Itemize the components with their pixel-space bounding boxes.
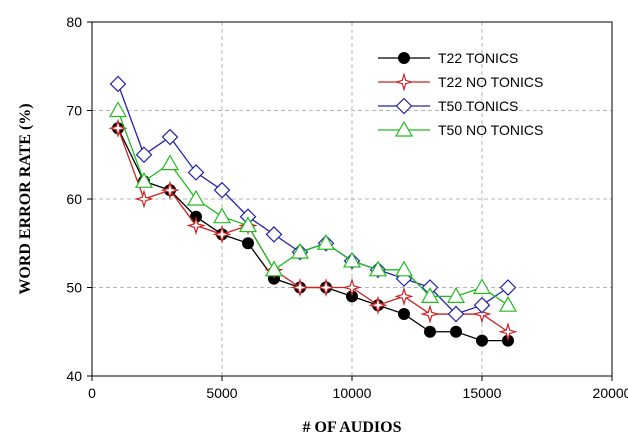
legend: T22 TONICS T22 NO TONICS T50 TONICS T50 NO …: [378, 50, 543, 138]
series-line-1: [117, 127, 509, 333]
series-3-point-8: [316, 234, 336, 250]
series-3-point-3: [186, 189, 206, 206]
series-3-point-15: [498, 295, 518, 312]
series-3-point-11: [394, 260, 414, 277]
y-tick-label-4: 80: [66, 14, 82, 30]
series-layer: [108, 75, 518, 347]
series-1-point-0: [108, 118, 128, 138]
series-3-point-9: [342, 251, 362, 268]
y-tick-label-2: 60: [66, 191, 82, 207]
series-0-point-13: [450, 325, 462, 338]
legend-marker-1: [394, 72, 414, 92]
series-1-point-14: [472, 304, 492, 324]
series-3-point-0: [108, 101, 128, 118]
series-3-point-1: [134, 172, 154, 188]
legend-label-2: T50 TONICS: [438, 98, 518, 114]
x-tick-label-3: 15000: [463, 385, 502, 401]
legend-label-0: T22 TONICS: [438, 50, 518, 66]
series-2-point-14: [473, 296, 491, 314]
y-tick-label-0: 40: [66, 368, 82, 384]
axis-ticks: 0 5000 10000 15000 20000 40 50 60 70 80: [66, 14, 628, 401]
series-3-point-12: [420, 287, 440, 303]
series-1-point-3: [186, 215, 206, 236]
series-0-point-12: [424, 325, 436, 338]
legend-marker-0: [398, 52, 410, 64]
x-tick-label-2: 10000: [333, 385, 372, 401]
series-1-point-4: [212, 224, 232, 245]
series-2-point-1: [135, 146, 153, 164]
series-1-point-1: [134, 189, 154, 209]
series-1-point-2: [160, 180, 180, 200]
legend-marker-2: [395, 97, 413, 115]
series-2-point-0: [109, 75, 127, 93]
series-line-3: [117, 110, 509, 306]
series-2-point-13: [447, 305, 465, 323]
series-1-point-11: [394, 286, 414, 306]
series-3-point-5: [238, 216, 258, 233]
x-tick-label-0: 0: [88, 385, 96, 401]
series-3: [108, 101, 518, 312]
series-2-point-4: [213, 181, 231, 199]
series-3-point-4: [212, 207, 232, 224]
series-2-point-15: [499, 279, 517, 296]
series-3-point-7: [290, 242, 310, 259]
y-tick-label-3: 70: [66, 103, 82, 119]
series-3-point-14: [472, 278, 492, 295]
series-1-point-12: [420, 304, 440, 324]
series-1-point-15: [498, 322, 518, 342]
series-2-point-2: [161, 128, 179, 146]
x-axis-title: # OF AUDIOS: [303, 419, 402, 436]
series-3-point-6: [264, 260, 284, 277]
series-0-point-14: [476, 334, 488, 347]
series-1-point-7: [290, 277, 310, 298]
series-1-point-8: [316, 277, 336, 298]
series-3-point-2: [160, 154, 180, 171]
series-0-point-5: [242, 237, 254, 250]
series-1-point-9: [342, 277, 362, 298]
y-tick-label-1: 50: [66, 280, 82, 296]
legend-label-1: T22 NO TONICS: [438, 74, 543, 90]
series-3-point-10: [368, 260, 388, 277]
x-tick-label-4: 20000: [593, 385, 628, 401]
y-axis-title: WORD ERROR RATE (%): [17, 103, 34, 294]
x-tick-label-1: 5000: [206, 385, 237, 401]
series-2-point-6: [265, 226, 283, 243]
series-1-point-10: [368, 295, 388, 315]
series-2-point-3: [187, 164, 205, 181]
series-3-point-13: [446, 287, 466, 303]
series-0-point-11: [398, 308, 410, 321]
legend-label-3: T50 NO TONICS: [438, 122, 543, 138]
legend-marker-3: [394, 120, 414, 137]
